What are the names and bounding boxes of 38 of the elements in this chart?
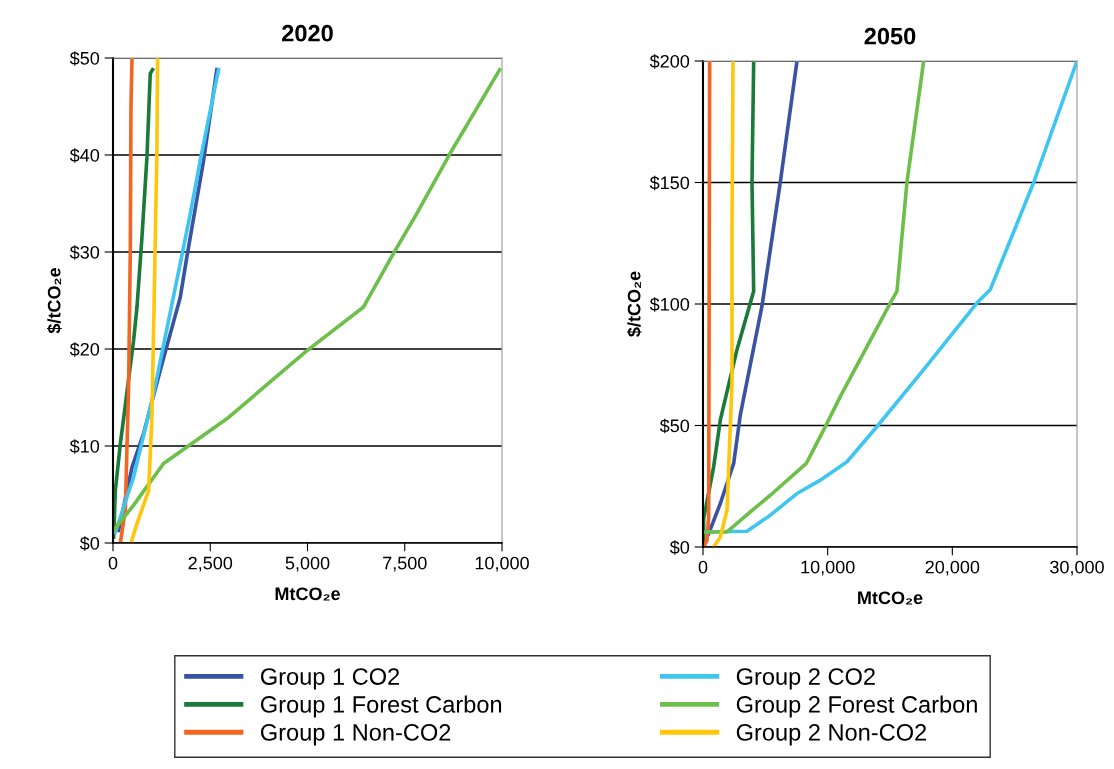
- line-series: [118, 58, 134, 543]
- y-tick-label: $50: [69, 51, 100, 66]
- y-axis-title: $/tCO₂e: [626, 271, 642, 337]
- y-tick-label: $40: [69, 148, 100, 163]
- x-tick-label: 5,000: [285, 556, 330, 572]
- legend-label: Group 2 Non-CO2: [736, 724, 927, 746]
- y-tick-label: $100: [649, 297, 690, 312]
- y-tick-label: $200: [649, 54, 690, 69]
- y-axis-title: $/tCO₂e: [46, 268, 62, 334]
- x-tick-label: 2,500: [188, 556, 233, 572]
- x-tick-label: 20,000: [925, 560, 980, 576]
- legend-label: Group 1 CO2: [260, 668, 400, 690]
- line-series: [711, 61, 735, 547]
- x-tick-label: 30,000: [1050, 560, 1104, 576]
- x-tick-label: 0: [698, 560, 708, 574]
- line-series: [113, 67, 155, 539]
- x-tick-label: 10,000: [475, 556, 529, 572]
- chart-title: 2020: [282, 24, 333, 42]
- x-tick-label: 0: [108, 556, 118, 570]
- x-tick-label: 10,000: [801, 560, 855, 576]
- line-series: [129, 58, 160, 543]
- y-tick-label: $50: [659, 418, 690, 434]
- x-axis-title: MtCO₂e: [858, 591, 923, 605]
- y-tick-label: $20: [69, 342, 100, 357]
- y-tick-label: $0: [669, 540, 690, 555]
- y-tick-label: $10: [69, 439, 100, 454]
- legend-label: Group 2 CO2: [736, 668, 875, 690]
- line-series: [703, 61, 926, 534]
- x-axis-title: MtCO₂e: [275, 587, 340, 601]
- y-tick-label: $150: [649, 175, 690, 191]
- legend-label: Group 1 Non-CO2: [260, 724, 451, 746]
- y-tick-label: $0: [79, 536, 100, 551]
- x-tick-label: 7,500: [383, 556, 427, 572]
- legend-label: Group 2 Forest Carbon: [736, 695, 977, 718]
- line-series: [706, 61, 799, 536]
- y-tick-label: $30: [69, 245, 100, 260]
- chart-title: 2050: [864, 27, 916, 45]
- legend-label: Group 1 Forest Carbon: [260, 695, 502, 718]
